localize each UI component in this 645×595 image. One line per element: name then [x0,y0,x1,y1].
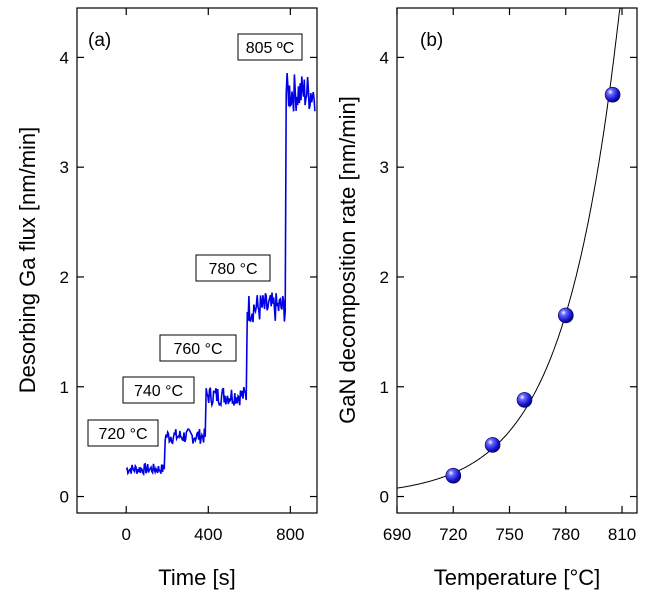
annotation-label: 780 °C [208,261,257,278]
annotation-box [87,419,159,447]
y-tick-label: 2 [380,268,389,287]
panel-b-label: (b) [420,30,443,51]
x-tick-label: 780 [552,525,580,544]
y-tick-label: 3 [60,158,69,177]
temperature-annotation: 740 °C [122,376,195,404]
y-tick-label: 3 [380,158,389,177]
y-tick-label: 0 [380,488,389,507]
panel-a-y-ticks: 0 1 2 3 4 [60,48,317,507]
annotation-label: 720 °C [98,426,147,443]
annotation-label: 805 ºC [246,40,295,57]
panel-a-y-axis-label: Desorbing Ga flux [nm/min] [15,127,40,394]
panel-b-y-ticks: 0 1 2 3 4 [380,48,637,507]
temperature-annotation: 780 °C [195,254,271,282]
x-tick-label: 750 [495,525,523,544]
data-point [516,392,533,408]
temperature-annotation: 760 °C [159,334,237,362]
annotation-label: 760 °C [173,341,222,358]
panel-b-rate-vs-temperature: (b) 690 720 750 780 810 0 1 2 3 4 Temperature [°… [335,7,638,590]
y-tick-label: 4 [380,48,389,67]
panel-a-label: (a) [88,30,111,51]
panel-a-x-axis-label: Time [s] [158,565,235,590]
data-point [445,467,462,484]
data-point [557,307,574,324]
panel-a-plot-frame [76,7,318,514]
ga-flux-series-line [125,73,316,477]
x-tick-label: 810 [608,525,636,544]
panel-b-x-axis-label: Temperature [°C] [434,565,601,590]
y-tick-label: 1 [60,378,69,397]
data-point [604,86,621,103]
x-tick-label: 800 [276,525,304,544]
exponential-fit-curve [396,7,621,489]
annotation-label: 740 °C [134,383,183,400]
temperature-annotation: 805 ºC [237,33,303,61]
panel-b-x-ticks: 690 720 750 780 810 [383,8,636,544]
temperature-annotations: 720 °C 740 °C 760 °C 780 °C 805 ºC [87,33,303,447]
annotation-box [122,376,195,404]
x-tick-label: 720 [439,525,467,544]
x-tick-label: 0 [121,525,130,544]
panel-b-y-axis-label: GaN decomposition rate [nm/min] [335,96,360,424]
temperature-annotation: 720 °C [87,419,159,447]
y-tick-label: 2 [60,268,69,287]
data-point [484,437,501,453]
x-tick-label: 400 [194,525,222,544]
panel-a-flux-vs-time: (a) 0 400 800 0 1 2 3 4 720 °C 740 °C 760 °C 780 … [15,7,318,590]
panel-b-plot-frame [396,7,638,514]
annotation-box [237,33,303,61]
y-tick-label: 1 [380,378,389,397]
annotation-box [159,334,237,362]
y-tick-label: 0 [60,488,69,507]
panel-b-data-points [445,86,621,484]
y-tick-label: 4 [60,48,69,67]
panel-a-x-ticks: 0 400 800 [121,8,305,544]
annotation-box [195,254,271,282]
x-tick-label: 690 [383,525,411,544]
